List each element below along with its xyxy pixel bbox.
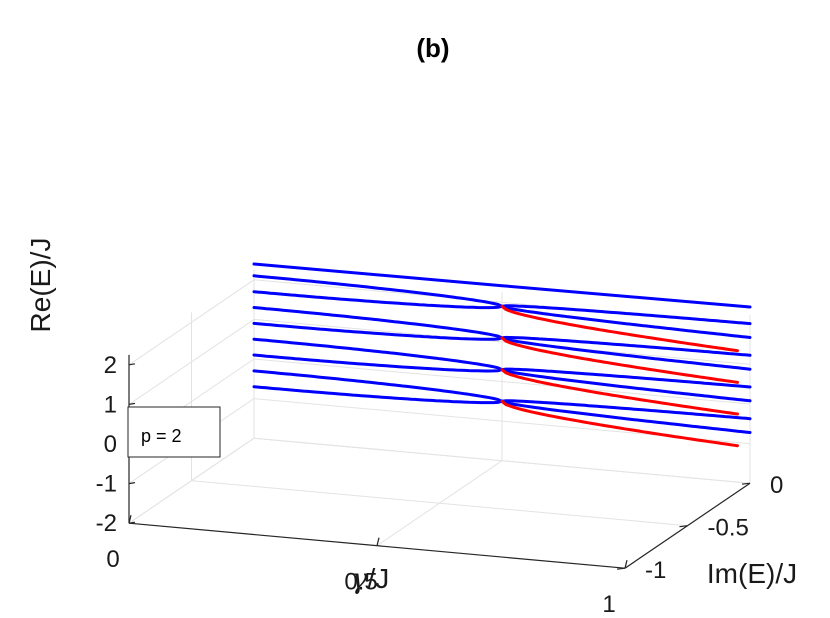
decay-branch-curve	[500, 336, 739, 384]
z-tick-label: 0	[104, 431, 117, 458]
x-tick	[376, 537, 380, 546]
y-tick	[741, 482, 751, 485]
decay-branch-curve	[500, 368, 739, 416]
y-tick	[616, 567, 626, 570]
x-axis-symbol: γ	[351, 562, 368, 595]
level-curve	[252, 337, 504, 372]
annotation-text: p = 2	[141, 426, 182, 446]
level-curve	[252, 369, 504, 403]
z-tick	[128, 402, 136, 405]
y-axis-label: Im(E)/J	[707, 558, 797, 589]
grid-line	[128, 279, 255, 366]
y-tick-label: 0	[770, 472, 783, 499]
x-axis-label: γ/J	[351, 562, 390, 595]
grid-line	[128, 318, 255, 405]
y-tick-label: -1	[645, 557, 666, 584]
decay-branch-curve	[500, 304, 739, 353]
level-curve	[252, 262, 752, 309]
level-curve	[252, 290, 504, 310]
x-tick	[624, 560, 628, 569]
level-curve	[500, 336, 752, 371]
grid-line	[253, 437, 751, 484]
level-curve	[252, 274, 504, 308]
level-curve	[252, 321, 504, 341]
z-axis-label: Re(E)/J	[25, 238, 56, 333]
y-tick-label: -0.5	[708, 515, 749, 542]
z-tick	[128, 482, 136, 485]
grid-line	[253, 318, 751, 365]
curves	[252, 262, 752, 448]
annotation-frame	[127, 406, 221, 458]
grid-line	[253, 358, 751, 405]
level-curve	[252, 353, 504, 373]
x-tick	[128, 515, 132, 524]
z-tick	[128, 363, 136, 366]
level-curve	[500, 304, 752, 339]
x-axis-unit: /J	[367, 563, 389, 594]
x-tick-label: 0	[106, 546, 119, 573]
level-curve	[500, 399, 752, 434]
axes	[128, 354, 751, 570]
level-curve	[500, 368, 752, 403]
y-tick	[679, 525, 688, 528]
level-curve	[252, 385, 504, 405]
legend-annotation-box: p = 2	[127, 406, 221, 458]
level-curve	[500, 399, 752, 421]
tick-labels: -2 -1 0 1 2 0 0.5 1 -1 -0.5 0	[96, 352, 784, 618]
z-tick-label: -1	[96, 471, 117, 498]
level-curve	[500, 367, 752, 389]
level-curve	[252, 306, 504, 340]
z-tick-label: 2	[104, 352, 117, 379]
level-curve	[500, 335, 752, 357]
grid-line	[191, 480, 688, 527]
z-tick-label: 1	[104, 391, 117, 418]
level-curve	[500, 304, 752, 326]
x-tick-label: 0.5	[344, 569, 377, 596]
z-tick-label: -2	[96, 510, 117, 537]
decay-branch-curve	[500, 399, 739, 448]
chart-title: (b)	[416, 33, 449, 63]
x-tick-label: 1	[602, 591, 615, 618]
z-tick	[128, 521, 136, 524]
